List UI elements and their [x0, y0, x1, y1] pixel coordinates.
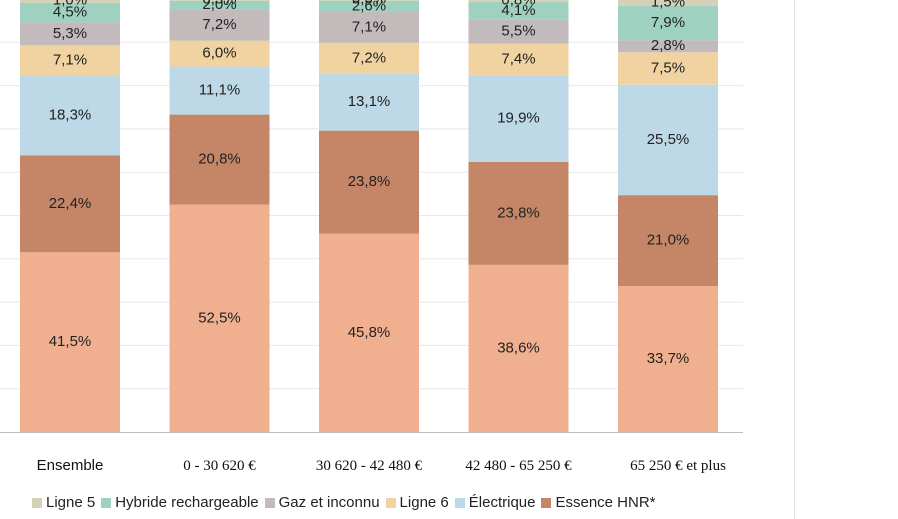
- data-label: 7,1%: [352, 18, 386, 35]
- legend-swatch: [101, 497, 112, 508]
- data-label: 0,8%: [501, 0, 535, 8]
- legend-item: Électrique: [454, 494, 536, 511]
- legend-item: Hybride rechargeable: [101, 494, 259, 511]
- data-label: 21,0%: [647, 232, 690, 249]
- data-label: 7,2%: [352, 49, 386, 66]
- data-label: 25,5%: [647, 131, 690, 148]
- bar-segment: [20, 76, 120, 156]
- data-label: 0,6%: [352, 0, 386, 7]
- data-label: 5,5%: [501, 23, 535, 40]
- bar-segment: [169, 0, 270, 10]
- bar-segment: [20, 2, 120, 23]
- data-label: 33,7%: [647, 350, 690, 367]
- bar-segment: [169, 0, 270, 1]
- data-label: 1,0%: [53, 0, 87, 9]
- bar-segment: [20, 45, 120, 77]
- bar-segment: [169, 114, 270, 205]
- data-label: 38,6%: [497, 339, 540, 356]
- data-label: 7,4%: [501, 51, 535, 68]
- legend-label: Gaz et inconnu: [278, 494, 380, 511]
- data-label: 2,8%: [651, 37, 685, 54]
- bar-segment: [618, 286, 718, 432]
- data-label: 22,4%: [49, 195, 92, 212]
- x-tick-label: 42 480 - 65 250 €: [465, 458, 572, 474]
- bar-segment: [618, 40, 718, 53]
- bar-segment: [618, 0, 718, 6]
- bar-segment: [20, 22, 120, 46]
- data-label: 2,0%: [202, 0, 236, 13]
- bar-segment: [468, 19, 569, 44]
- legend-label: Ligne 5: [46, 494, 96, 511]
- bar-segment: [169, 66, 270, 115]
- legend-item: Gaz et inconnu: [264, 494, 380, 511]
- legend-label: Électrique: [468, 494, 536, 511]
- bar-segment: [319, 233, 419, 432]
- legend-label: Ligne 6: [399, 494, 449, 511]
- legend-swatch: [454, 497, 465, 508]
- data-label: 41,5%: [49, 333, 92, 350]
- legend-swatch: [385, 497, 396, 508]
- legend-item: Essence HNR*: [541, 494, 656, 511]
- bar-segment: [20, 155, 120, 253]
- legend-swatch: [264, 497, 275, 508]
- legend-label: Hybride rechargeable: [115, 494, 259, 511]
- data-label: 23,8%: [348, 173, 391, 190]
- data-label: 0,5%: [202, 0, 236, 8]
- bar-segment: [319, 130, 419, 234]
- bar-segment: [618, 195, 718, 287]
- legend: Ligne 5 Hybride rechargeable Gaz et inconn…: [32, 494, 662, 511]
- bar-segment: [169, 204, 270, 432]
- data-label: 7,1%: [53, 52, 87, 69]
- data-label: 6,0%: [202, 45, 236, 62]
- data-label: 4,5%: [53, 4, 87, 21]
- bar-segment: [319, 42, 419, 74]
- legend-swatch: [32, 497, 42, 508]
- panel-divider: [794, 0, 795, 519]
- x-tick-label: 65 250 € et plus: [630, 458, 726, 474]
- bar-segment: [169, 9, 270, 41]
- legend-swatch: [541, 497, 552, 508]
- bar-segment: [20, 0, 120, 3]
- data-label: 13,1%: [348, 93, 391, 110]
- bar-segment: [20, 252, 120, 432]
- data-label: 45,8%: [348, 324, 391, 341]
- bar-segment: [468, 161, 569, 265]
- bar-segment: [468, 0, 569, 3]
- x-tick-label: 30 620 - 42 480 €: [316, 458, 423, 474]
- data-label: 20,8%: [198, 151, 241, 168]
- data-label: 5,3%: [53, 25, 87, 42]
- data-label: 7,5%: [651, 59, 685, 76]
- bar-segment: [618, 5, 718, 41]
- bar-segment: [169, 40, 270, 67]
- legend-item: Ligne 5: [32, 494, 95, 511]
- bar-segment: [319, 11, 419, 43]
- data-label: 19,9%: [497, 110, 540, 127]
- bar-segment: [468, 75, 569, 162]
- data-label: 7,2%: [202, 16, 236, 33]
- data-label: 2,6%: [352, 0, 386, 14]
- bar-segment: [468, 43, 569, 76]
- data-label: 1,5%: [651, 0, 685, 11]
- data-label: 18,3%: [49, 107, 92, 124]
- bar-segment: [618, 52, 718, 85]
- data-label: 7,9%: [651, 14, 685, 31]
- data-label: 52,5%: [198, 309, 241, 326]
- legend-item: Ligne 6: [385, 494, 449, 511]
- data-label: 11,1%: [199, 82, 240, 99]
- data-label: 23,8%: [497, 204, 540, 221]
- data-label: 4,1%: [501, 2, 535, 19]
- bar-segment: [468, 264, 569, 432]
- x-tick-label: 0 - 30 620 €: [183, 458, 256, 474]
- bar-segment: [319, 0, 419, 12]
- bar-segment: [618, 84, 718, 196]
- x-tick-label: Ensemble: [37, 457, 104, 474]
- bar-segment: [468, 2, 569, 20]
- bar-segment: [319, 73, 419, 131]
- bar-segment: [319, 0, 419, 1]
- legend-label: Essence HNR*: [555, 494, 656, 511]
